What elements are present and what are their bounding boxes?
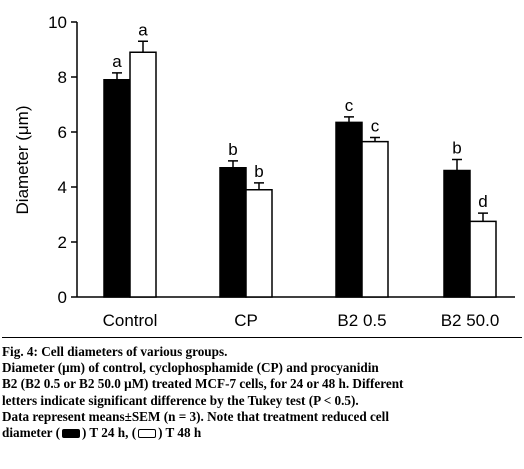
bar-0-2 (335, 121, 363, 298)
legend-swatch-24h (61, 429, 80, 439)
caption-line-3: letters indicate significant difference … (2, 392, 359, 408)
x-tick-label-1: CP (234, 311, 258, 330)
y-tick-label-3: 6 (58, 123, 67, 142)
caption-line-1: Diameter (μm) of control, cyclophosphami… (2, 360, 379, 376)
figure-caption: Fig. 4: Cell diameters of various groups… (2, 337, 522, 441)
bar-0-1 (219, 167, 247, 298)
sig-letter-0-1: b (228, 140, 237, 159)
caption-line-5: diameter ( ) T 24 h, ( ) T 48 h (2, 425, 522, 441)
legend-swatch-48h (138, 429, 157, 439)
bar-1-1 (245, 189, 273, 298)
sig-letter-1-3: d (478, 192, 487, 211)
legend-label-24h: ) T 24 h, ( (81, 425, 137, 441)
y-tick-label-2: 4 (58, 178, 67, 197)
bar-1-3 (469, 220, 497, 298)
y-tick-label-4: 8 (58, 68, 67, 87)
sig-letter-1-0: a (138, 20, 148, 39)
y-axis-label: Diameter (μm) (13, 106, 32, 215)
sig-letter-1-1: b (254, 162, 263, 181)
x-tick-label-3: B2 50.0 (441, 311, 500, 330)
caption-line-5-prefix: diameter ( (2, 425, 60, 441)
sig-letter-0-2: c (345, 96, 354, 115)
bar-1-0 (129, 51, 157, 298)
bar-0-0 (103, 79, 131, 298)
caption-title: Fig. 4: Cell diameters of various groups… (2, 344, 228, 359)
caption-line-2: B2 (B2 0.5 or B2 50.0 μM) treated MCF-7 … (2, 376, 404, 392)
y-tick-label-1: 2 (58, 233, 67, 252)
bar-0-3 (443, 169, 471, 298)
caption-line-4: Data represent means±SEM (n = 3). Note t… (2, 408, 389, 424)
sig-letter-0-3: b (452, 139, 461, 158)
x-tick-label-0: Control (103, 311, 158, 330)
bars (103, 40, 497, 298)
y-tick-label-0: 0 (58, 288, 67, 307)
bar-1-2 (361, 140, 389, 298)
sig-letter-1-2: c (371, 117, 380, 136)
legend-label-48h: ) T 48 h (158, 425, 202, 441)
y-tick-label-5: 10 (48, 13, 67, 32)
sig-letter-0-0: a (112, 52, 122, 71)
x-tick-label-2: B2 0.5 (337, 311, 386, 330)
